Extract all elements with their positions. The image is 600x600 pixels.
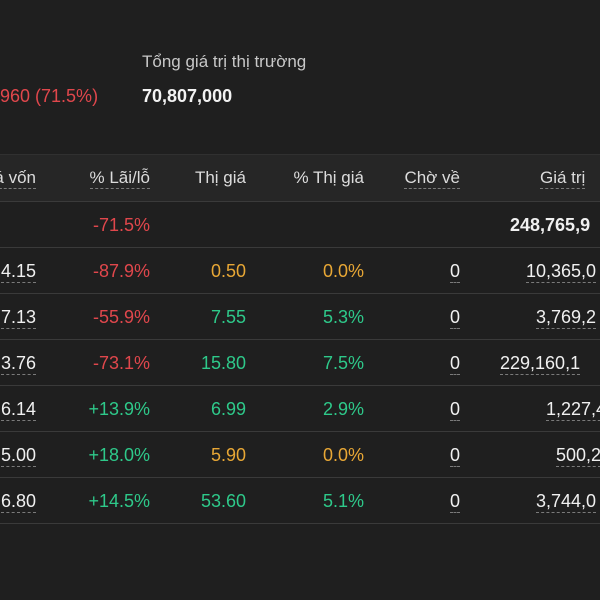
header-price-pct[interactable]: % Thị giá <box>293 168 364 187</box>
cell-pending: 0 <box>449 399 460 421</box>
cell-pending: 0 <box>449 445 460 467</box>
header-price[interactable]: Thị giá <box>194 168 246 187</box>
cell-value: 3,769,2 <box>536 307 597 329</box>
total-row: -71.5% 248,765,9 <box>0 202 600 248</box>
header-pl-pct[interactable]: % Lãi/lỗ <box>89 168 150 189</box>
cell-pending: 0 <box>449 261 460 283</box>
cell-price-pct: 0.0% <box>322 261 364 281</box>
cell-cost: 6.80 <box>0 491 36 513</box>
header-value[interactable]: Giá trị <box>540 168 586 189</box>
cell-pl-pct: -55.9% <box>92 307 150 327</box>
table-row[interactable]: 7.13 -55.9% 7.55 5.3% 0 3,769,2 <box>0 294 600 340</box>
cell-pl-pct: -87.9% <box>92 261 150 281</box>
cell-price-pct: 0.0% <box>322 445 364 465</box>
cell-pending: 0 <box>449 491 460 513</box>
cell-value: 1,227,4 <box>546 386 600 432</box>
table-row[interactable]: 6.80 +14.5% 53.60 5.1% 0 3,744,0 <box>0 478 600 524</box>
cell-price-pct: 7.5% <box>322 353 364 373</box>
holdings-table: á vốn % Lãi/lỗ Thị giá % Thị giá Chờ về … <box>0 154 600 524</box>
cell-price: 7.55 <box>210 307 246 327</box>
header-cost[interactable]: á vốn <box>0 155 36 201</box>
cell-cost: 7.13 <box>0 307 36 329</box>
market-value: 70,807,000 <box>142 86 233 106</box>
total-pl-pct: -71.5% <box>92 215 150 235</box>
cell-pl-pct: +14.5% <box>88 491 150 511</box>
cell-price: 0.50 <box>210 261 246 281</box>
cell-cost: 4.15 <box>0 261 36 283</box>
table-row[interactable]: 3.76 -73.1% 15.80 7.5% 0 229,160,1 <box>0 340 600 386</box>
summary-profit-loss: 960 (71.5%) <box>0 86 99 106</box>
cell-value: 229,160,1 <box>500 353 581 375</box>
cell-value: 500,2 <box>556 445 600 467</box>
cell-cost: 5.00 <box>0 445 36 467</box>
cell-pl-pct: -73.1% <box>92 353 150 373</box>
cell-value: 3,744,0 <box>536 491 597 513</box>
cell-pending: 0 <box>449 307 460 329</box>
header-pending[interactable]: Chờ về <box>404 168 460 189</box>
table-row[interactable]: 6.14 +13.9% 6.99 2.9% 0 1,227,4 <box>0 386 600 432</box>
cell-cost: 6.14 <box>0 399 36 421</box>
cell-pl-pct: +13.9% <box>88 399 150 419</box>
table-header: á vốn % Lãi/lỗ Thị giá % Thị giá Chờ về … <box>0 154 600 202</box>
cell-price-pct: 5.3% <box>322 307 364 327</box>
cell-pl-pct: +18.0% <box>88 445 150 465</box>
cell-pending: 0 <box>449 353 460 375</box>
table-row[interactable]: 4.15 -87.9% 0.50 0.0% 0 10,365,0 <box>0 248 600 294</box>
cell-price: 53.60 <box>200 491 246 511</box>
total-value: 248,765,9 <box>510 215 591 235</box>
market-value-label: Tổng giá trị thị trường <box>142 52 307 71</box>
cell-cost: 3.76 <box>0 353 36 375</box>
table-row[interactable]: 5.00 +18.0% 5.90 0.0% 0 500,2 <box>0 432 600 478</box>
cell-value: 10,365,0 <box>526 261 597 283</box>
cell-price: 6.99 <box>210 399 246 419</box>
cell-price-pct: 5.1% <box>322 491 364 511</box>
cell-price: 15.80 <box>200 353 246 373</box>
cell-price-pct: 2.9% <box>322 399 364 419</box>
cell-price: 5.90 <box>210 445 246 465</box>
